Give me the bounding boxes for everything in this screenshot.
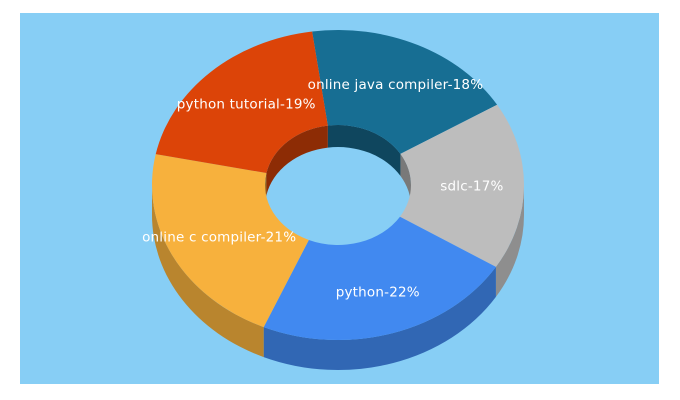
pie-slice-label-python: python-22% [336,285,420,301]
pie-inner-wall-python-tutorial [266,125,328,196]
pie-inner-wall-sdlc [400,153,411,207]
pie-slice-label-sdlc: sdlc-17% [440,179,503,195]
pie-slice-python[interactable] [263,216,496,340]
pie-slice-python-tutorial[interactable] [155,31,328,174]
pie-inner-wall-online-java-compiler [327,124,401,176]
pie-outer-wall-online-c-compiler [152,185,264,358]
pie-slice-label-python-tutorial: python tutorial-19% [177,97,316,113]
pie-slice-sdlc[interactable] [399,104,524,267]
pie-outer-wall-python [263,266,496,370]
pie-slice-label-online-java-compiler: online java compiler-18% [308,77,484,93]
pie-slice-online-java-compiler[interactable] [312,30,498,154]
pie-outer-wall-sdlc [495,185,524,297]
pie-slice-online-c-compiler[interactable] [151,154,309,328]
pie-slice-label-online-c-compiler: online c compiler-21% [142,230,296,246]
